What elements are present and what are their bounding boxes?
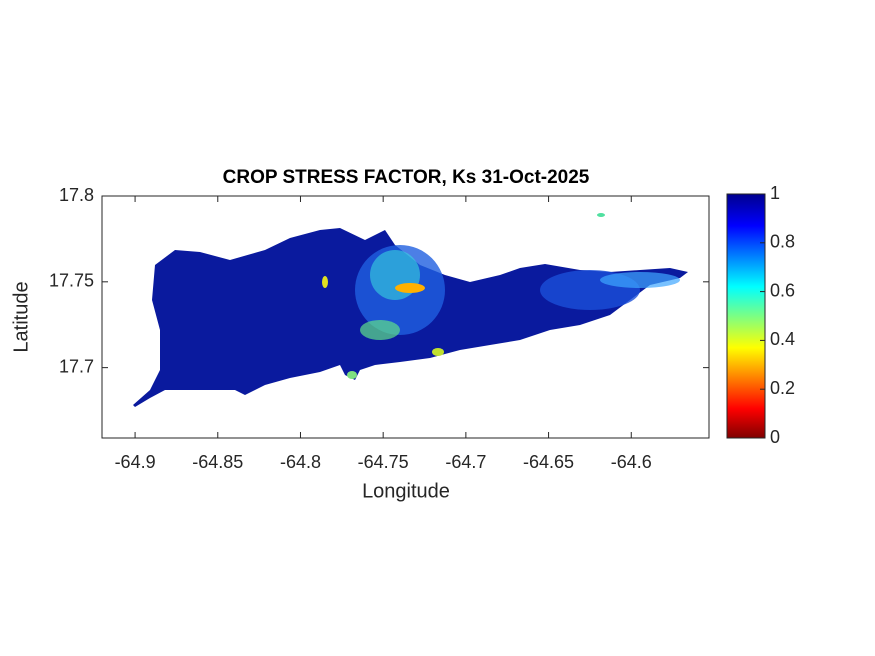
chart-title: CROP STRESS FACTOR, Ks 31-Oct-2025 <box>223 167 590 188</box>
y-tick-label: 17.7 <box>59 356 94 376</box>
y-tick-label: 17.8 <box>59 185 94 205</box>
x-tick-label: -64.8 <box>280 452 321 472</box>
axes-box <box>101 195 710 439</box>
x-tick-label: -64.85 <box>192 452 243 472</box>
colorbar-tick-label: 1 <box>770 183 780 203</box>
colorbar <box>726 193 766 439</box>
x-tick-label: -64.75 <box>358 452 409 472</box>
x-tick-label: -64.6 <box>611 452 652 472</box>
x-tick-label: -64.65 <box>523 452 574 472</box>
colorbar-tick-label: 0.4 <box>770 329 795 349</box>
colorbar-tick-label: 0.6 <box>770 280 795 300</box>
island <box>133 213 688 407</box>
colorbar-tick-label: 0 <box>770 427 780 447</box>
colorbar-tick-label: 0.8 <box>770 232 795 252</box>
x-tick-label: -64.7 <box>445 452 486 472</box>
x-axis-label: Longitude <box>362 480 450 502</box>
y-axis-label: Latitude <box>10 281 32 352</box>
y-tick-label: 17.75 <box>49 271 94 291</box>
x-tick-label: -64.9 <box>115 452 156 472</box>
colorbar-tick-label: 0.2 <box>770 378 795 398</box>
